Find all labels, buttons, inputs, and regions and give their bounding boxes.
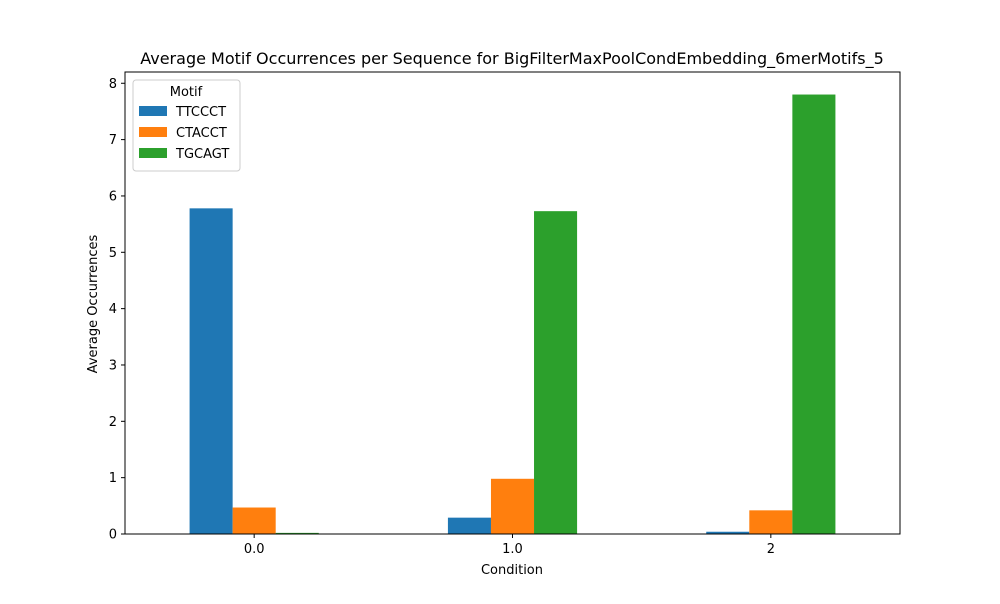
chart-title: Average Motif Occurrences per Sequence f… bbox=[140, 49, 884, 69]
bars-layer bbox=[189, 94, 836, 534]
bar-ctacct-2 bbox=[749, 510, 793, 534]
legend-items: TTCCCT CTACCT TGCAGT bbox=[139, 105, 229, 162]
legend-swatch-tgcagt bbox=[139, 148, 167, 158]
y-tick-label: 7 bbox=[109, 133, 117, 148]
y-tick-label: 8 bbox=[109, 77, 117, 92]
bar-ttccct-1.0 bbox=[447, 517, 491, 534]
y-tick-label: 2 bbox=[109, 415, 117, 430]
legend-label-tgcagt: TGCAGT bbox=[175, 147, 229, 162]
x-axis: 0.0 1.0 2 bbox=[244, 534, 775, 557]
bar-ctacct-0.0 bbox=[232, 507, 276, 534]
bar-ttccct-0.0 bbox=[189, 208, 233, 534]
bar-tgcagt-1.0 bbox=[534, 211, 578, 534]
y-tick-label: 3 bbox=[109, 358, 117, 373]
legend: Motif TTCCCT CTACCT TGCAGT bbox=[132, 79, 241, 172]
legend-swatch-ttccct bbox=[139, 106, 167, 116]
y-tick-label: 4 bbox=[109, 302, 117, 317]
bar-ctacct-1.0 bbox=[490, 478, 535, 534]
bar-tgcagt-2 bbox=[792, 94, 836, 534]
plot-frame bbox=[124, 71, 901, 535]
bar-tgcagt-0.0 bbox=[275, 532, 319, 534]
legend-label-ttccct: TTCCCT bbox=[175, 105, 226, 120]
y-axis-label: Average Occurrences bbox=[86, 234, 101, 373]
x-tick-label: 1.0 bbox=[502, 542, 523, 557]
y-tick-label: 5 bbox=[109, 246, 117, 261]
y-axis: 0 1 2 3 4 5 6 7 8 bbox=[109, 77, 125, 543]
legend-swatch-ctacct bbox=[139, 127, 167, 137]
x-tick-label: 2 bbox=[767, 542, 775, 557]
y-tick-label: 0 bbox=[109, 528, 117, 543]
y-tick-label: 6 bbox=[109, 189, 117, 204]
y-tick-label: 1 bbox=[109, 471, 117, 486]
bar-ttccct-2 bbox=[706, 531, 750, 534]
legend-label-ctacct: CTACCT bbox=[176, 126, 227, 141]
legend-title: Motif bbox=[170, 85, 203, 100]
x-tick-label: 0.0 bbox=[244, 542, 265, 557]
x-axis-label: Condition bbox=[481, 563, 543, 578]
